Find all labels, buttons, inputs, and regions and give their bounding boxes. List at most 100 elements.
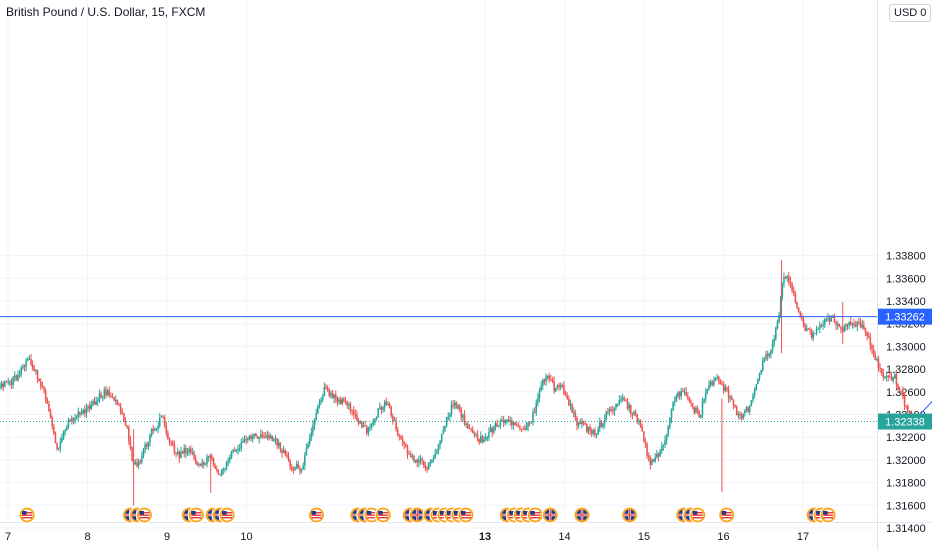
candle-body	[717, 376, 720, 382]
us-flag-icon[interactable]	[18, 506, 36, 524]
candle-body	[493, 426, 495, 433]
candle-body	[229, 458, 231, 461]
horizontal-level[interactable]: 1.33262	[0, 308, 932, 325]
candle-body	[444, 426, 446, 431]
candle-body	[7, 381, 9, 383]
candle-body	[232, 449, 234, 452]
symbol-title[interactable]: British Pound / U.S. Dollar, 15, FXCM	[6, 5, 206, 19]
us-flag-icon[interactable]	[457, 506, 475, 524]
candle-body	[61, 437, 63, 442]
candle-body	[882, 373, 885, 378]
candle-body	[612, 410, 614, 412]
candle-body	[323, 386, 326, 397]
candle-body	[463, 415, 466, 424]
candle-body	[349, 403, 352, 411]
candle-body	[649, 457, 652, 466]
candle-body	[533, 412, 536, 414]
candle-body	[431, 460, 433, 463]
candle-body	[212, 458, 215, 466]
level-price-tag	[878, 308, 932, 325]
candle-body	[799, 311, 802, 318]
currency-button[interactable]: USD 0	[889, 4, 932, 22]
y-tick-label: 1.33800	[886, 251, 926, 263]
candle-body	[77, 411, 80, 417]
candle-body	[317, 405, 319, 414]
candle-body	[468, 428, 471, 430]
candle-body	[38, 378, 40, 382]
flag-stripe	[378, 517, 389, 519]
us-flag-icon[interactable]	[526, 506, 544, 524]
candle-body	[357, 420, 360, 424]
candle-body	[691, 402, 694, 407]
candle-body	[339, 399, 342, 404]
candle-body	[863, 324, 865, 328]
candle-body	[558, 384, 560, 388]
candle-body	[747, 407, 749, 412]
plot-area	[0, 0, 877, 522]
gb-flag-icon[interactable]	[408, 506, 426, 524]
flag-stripe	[366, 514, 377, 516]
x-tick-label: 14	[558, 531, 570, 543]
gb-flag-icon[interactable]	[573, 506, 591, 524]
candle-body	[178, 451, 181, 459]
candle-body	[815, 329, 818, 334]
y-tick-label: 1.31400	[886, 523, 926, 535]
candle-body	[900, 391, 903, 393]
candle-body	[198, 463, 200, 465]
candle-body	[409, 454, 412, 458]
candle-body	[106, 390, 109, 396]
candle-body	[473, 432, 476, 435]
time-axis[interactable]: 7891013141516172021	[5, 531, 932, 543]
candle-body	[514, 422, 516, 425]
us-flag-icon[interactable]	[374, 506, 392, 524]
projection-arrow[interactable]	[913, 320, 932, 421]
candle-body	[137, 461, 140, 467]
candle-body	[328, 390, 331, 396]
candle-body	[569, 404, 572, 406]
arrow-shaft[interactable]	[913, 320, 932, 421]
candle-body	[196, 461, 199, 465]
flag-cross-red	[581, 509, 583, 521]
candle-body	[620, 399, 622, 401]
us-flag-icon[interactable]	[689, 506, 707, 524]
flag-canton	[222, 511, 227, 515]
us-flag-icon[interactable]	[819, 506, 837, 524]
candle-body	[546, 375, 549, 377]
candle-body	[331, 393, 334, 399]
candle-body	[683, 391, 686, 393]
us-flag-icon[interactable]	[307, 506, 325, 524]
candle-body	[682, 391, 684, 393]
economic-events[interactable]	[18, 506, 837, 524]
candle-body	[269, 435, 272, 439]
candle-body	[155, 428, 158, 430]
candle-body	[794, 293, 797, 303]
candle-body	[582, 421, 585, 424]
price-axis[interactable]: 1.314001.316001.318001.320001.322001.324…	[886, 251, 926, 535]
candle-body	[598, 422, 601, 429]
candle-body	[827, 318, 829, 320]
candle-body	[114, 399, 117, 401]
candle-body	[2, 383, 5, 387]
candle-body	[470, 428, 472, 430]
candle-body	[108, 390, 111, 396]
flag-cross-red	[549, 509, 551, 521]
candle-body	[69, 419, 71, 421]
candle-body	[556, 384, 559, 388]
candle-body	[854, 325, 857, 327]
candle-body	[176, 451, 179, 454]
gb-flag-icon[interactable]	[541, 506, 559, 524]
us-flag-icon[interactable]	[718, 506, 736, 524]
us-flag-icon[interactable]	[135, 506, 153, 524]
candle-body	[700, 414, 702, 418]
candle-body	[440, 434, 443, 442]
gb-flag-icon[interactable]	[621, 506, 639, 524]
candle-body	[835, 322, 837, 326]
candle-body	[740, 415, 743, 419]
candle-body	[822, 324, 824, 326]
us-flag-icon[interactable]	[218, 506, 236, 524]
us-flag-icon[interactable]	[187, 506, 205, 524]
candle-body	[299, 468, 301, 472]
candle-body	[507, 419, 510, 422]
candle-body	[23, 365, 26, 367]
